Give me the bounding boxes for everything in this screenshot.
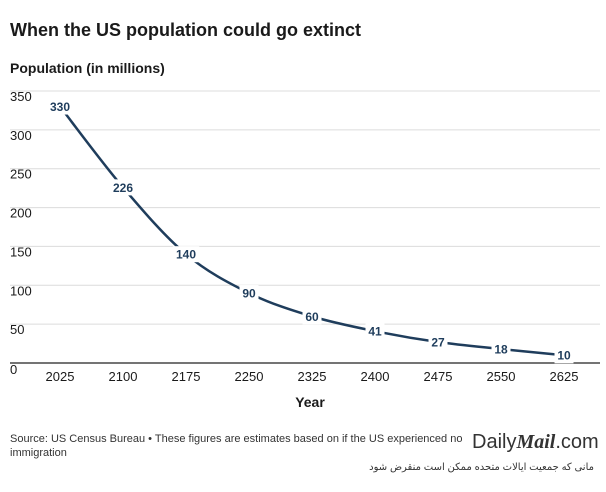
data-label: 18	[494, 343, 508, 357]
data-label-bg	[239, 285, 259, 302]
y-tick-label: 250	[10, 167, 32, 182]
y-axis-title: Population (in millions)	[10, 60, 165, 76]
data-label: 27	[431, 336, 445, 350]
y-tick-label: 50	[10, 322, 24, 337]
data-label: 226	[113, 181, 133, 195]
y-tick-label: 350	[10, 89, 32, 104]
source-note: Source: US Census Bureau • These figures…	[10, 433, 463, 459]
y-tick-label: 150	[10, 244, 32, 259]
data-label: 90	[242, 287, 256, 301]
y-tick-label: 200	[10, 206, 32, 221]
y-tick-label: 0	[10, 362, 17, 377]
line-chart: 0 50 100 150 200 250 300 350 2025 2100 2175 2250 232…	[10, 89, 600, 410]
data-label: 60	[305, 310, 319, 324]
y-tick-label: 300	[10, 128, 32, 143]
data-label: 330	[50, 100, 70, 114]
data-label-bg	[302, 308, 322, 325]
y-tick-label: 100	[10, 283, 32, 298]
data-label: 41	[368, 325, 382, 339]
x-tick-label: 2550	[487, 369, 516, 384]
x-tick-label: 2400	[361, 369, 390, 384]
persian-caption: مانی که جمعیت ایالات متحده ممکن است منقر…	[369, 462, 594, 473]
data-label-bg	[109, 179, 137, 196]
data-label-bg	[46, 98, 74, 115]
data-label: 140	[176, 248, 196, 262]
x-tick-label: 2625	[550, 369, 579, 384]
data-label-bg	[172, 246, 200, 263]
x-tick-label: 2175	[172, 369, 201, 384]
data-label: 10	[557, 349, 571, 363]
data-label-bg	[491, 341, 511, 358]
x-tick-label: 2475	[424, 369, 453, 384]
chart-title: When the US population could go extinct	[10, 20, 361, 40]
x-tick-label: 2325	[298, 369, 327, 384]
data-label-bg	[554, 347, 574, 364]
x-axis-title: Year	[295, 394, 325, 410]
x-tick-label: 2100	[109, 369, 138, 384]
data-label-bg	[428, 334, 448, 351]
data-label-bg	[365, 323, 385, 340]
dailymail-logo: DailyMail.com	[472, 431, 599, 453]
x-tick-label: 2250	[235, 369, 264, 384]
x-tick-label: 2025	[46, 369, 75, 384]
